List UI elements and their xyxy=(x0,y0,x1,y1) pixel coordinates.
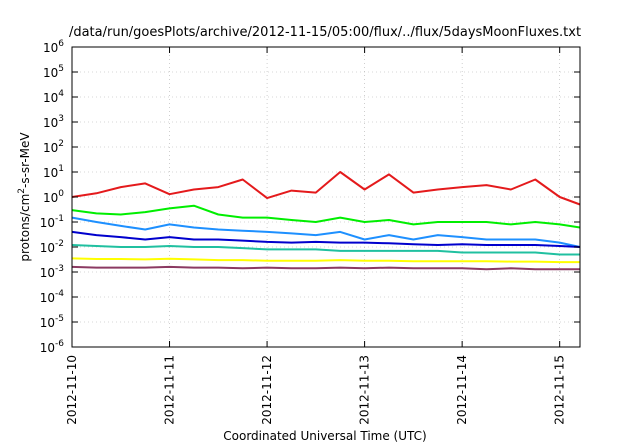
y-tick-label: 104 xyxy=(43,89,64,105)
y-tick-exponent: -1 xyxy=(55,214,64,224)
series-line-4 xyxy=(71,230,581,248)
y-tick-base: 10 xyxy=(40,341,55,355)
y-tick-label: 10-5 xyxy=(40,314,64,330)
y-tick-label: 10-3 xyxy=(40,264,64,280)
y-tick-base: 10 xyxy=(40,266,55,280)
x-tick-label: 2012-11-15 xyxy=(553,355,567,425)
series-line-3 xyxy=(71,216,581,248)
y-tick-exponent: 6 xyxy=(58,39,64,49)
y-tick-exponent: -4 xyxy=(55,289,64,299)
chart-title: /data/run/goesPlots/archive/2012-11-15/0… xyxy=(69,25,581,40)
y-tick-label: 100 xyxy=(43,189,64,205)
series-line-6 xyxy=(71,257,580,264)
y-tick-exponent: 5 xyxy=(58,64,64,74)
y-tick-exponent: -2 xyxy=(55,239,64,249)
y-tick-label: 101 xyxy=(43,164,64,180)
y-tick-label: 10-1 xyxy=(40,214,64,230)
y-tick-base: 10 xyxy=(43,191,58,205)
y-axis-label-prefix: protons/cm xyxy=(18,194,32,262)
y-tick-exponent: 2 xyxy=(58,139,64,149)
y-tick-base: 10 xyxy=(43,116,58,130)
y-tick-base: 10 xyxy=(43,66,58,80)
y-tick-label: 106 xyxy=(43,39,64,55)
y-tick-base: 10 xyxy=(40,316,55,330)
y-tick-exponent: -5 xyxy=(55,314,64,324)
x-tick-layer: 2012-11-10 2012-11-11 2012-11-12 2012-11-13… xyxy=(65,47,567,425)
x-tick-label: 2012-11-13 xyxy=(358,355,372,425)
x-tick-label: 2012-11-10 xyxy=(65,355,79,425)
y-axis-label: protons/cm2-s-sr-MeV xyxy=(17,132,32,262)
y-axis-label-sup: 2 xyxy=(17,188,27,194)
grid-layer xyxy=(72,47,580,347)
y-tick-label: 102 xyxy=(43,139,64,155)
series-line-1 xyxy=(71,171,581,206)
y-tick-base: 10 xyxy=(43,166,58,180)
x-tick-label: 2012-11-14 xyxy=(455,355,469,425)
x-tick-label: 2012-11-11 xyxy=(163,355,177,425)
y-tick-exponent: -6 xyxy=(55,339,64,349)
y-tick-layer: 10-610-510-410-310-210-11001011021031041… xyxy=(40,39,580,355)
series-line-2 xyxy=(71,204,581,229)
x-axis-label: Coordinated Universal Time (UTC) xyxy=(223,429,426,443)
y-tick-label: 10-6 xyxy=(40,339,65,355)
y-tick-base: 10 xyxy=(43,141,58,155)
series-line-7 xyxy=(71,265,580,271)
y-tick-base: 10 xyxy=(40,216,55,230)
y-axis-label-suffix: -s-sr-MeV xyxy=(18,132,32,188)
series-layer xyxy=(71,171,581,271)
y-tick-label: 105 xyxy=(43,64,64,80)
y-tick-base: 10 xyxy=(40,241,55,255)
y-tick-exponent: 1 xyxy=(58,164,64,174)
y-tick-base: 10 xyxy=(43,41,58,55)
y-tick-exponent: 3 xyxy=(58,114,64,124)
y-tick-label: 103 xyxy=(43,114,64,130)
y-tick-exponent: 4 xyxy=(58,89,64,99)
y-tick-exponent: 0 xyxy=(58,189,64,199)
y-tick-base: 10 xyxy=(40,291,55,305)
series-line-5 xyxy=(71,244,580,256)
y-tick-label: 10-4 xyxy=(40,289,65,305)
y-tick-label: 10-2 xyxy=(40,239,64,255)
y-tick-exponent: -3 xyxy=(55,264,64,274)
x-tick-label: 2012-11-12 xyxy=(260,355,274,425)
y-tick-base: 10 xyxy=(43,91,58,105)
